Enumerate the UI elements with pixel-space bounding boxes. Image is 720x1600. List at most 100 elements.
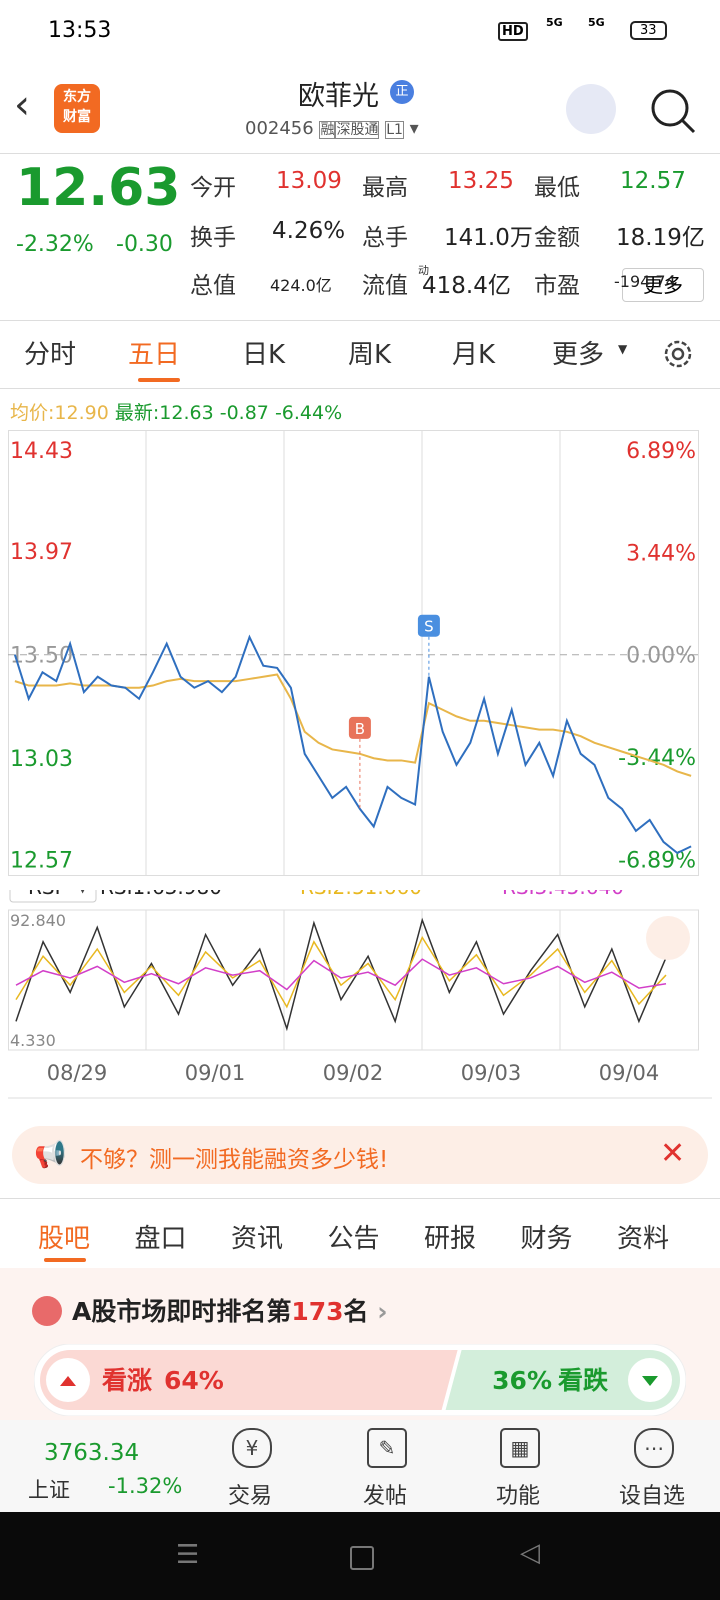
banner-icon: 📢 [34, 1140, 67, 1170]
y-tick-label: 12.57 [10, 849, 73, 874]
y2-tick-label: 0.00% [626, 644, 696, 669]
vote-bar: 看涨 64% 36% 看跌 [34, 1344, 686, 1416]
close[interactable]: ✕ [660, 1136, 686, 1171]
field-label: 总值 [190, 273, 236, 299]
back[interactable]: ‹ [14, 82, 30, 128]
pct: -6.44% [274, 402, 343, 424]
banner-text: 不够？测一测我能融资多少钱! [80, 1147, 389, 1173]
y-tick-label: 13.03 [10, 747, 73, 772]
nav-label[interactable]: 发帖 [362, 1484, 407, 1509]
legend-entry: RSI1:63.980 [100, 890, 222, 899]
rsi-line [15, 935, 667, 1009]
nav-icon[interactable]: ✎ [367, 1428, 407, 1468]
divider [0, 320, 720, 321]
x-tick-label: 09/01 [185, 1061, 246, 1085]
field-label: 流值 [362, 273, 408, 299]
price: 12.63 [16, 158, 181, 218]
dropdown: ▼ [618, 342, 628, 356]
field-value: -194.74 [614, 272, 676, 291]
nav-label[interactable]: 功能 [495, 1484, 540, 1509]
index-pct: -1.32% [108, 1474, 183, 1498]
code: 002456 融深股通 L1 ▾ [245, 118, 419, 139]
avg-label: 均价: [10, 402, 55, 424]
nav-label[interactable]: 交易 [227, 1484, 272, 1509]
nav-label[interactable]: 设自选 [618, 1484, 685, 1509]
rsi-name: RSI [28, 890, 61, 899]
last-label: 最新: [114, 402, 160, 424]
tab-indicator [138, 378, 180, 382]
y2-tick-label: -3.44% [618, 746, 696, 771]
more-button[interactable]: 更多 [622, 268, 704, 302]
rsi-select[interactable] [9, 890, 97, 903]
tab[interactable]: 五日 [128, 340, 181, 370]
field-value: 18.19亿 [616, 225, 705, 251]
stock-name: 欧菲光 [298, 81, 379, 112]
tab[interactable]: 日K [242, 340, 286, 370]
plot-frame [8, 430, 699, 876]
subtab[interactable]: 公告 [327, 1224, 380, 1254]
back-key[interactable]: ◁ [520, 1538, 540, 1568]
index-name: 上证 [28, 1478, 70, 1502]
subtab[interactable]: 研报 [424, 1224, 477, 1254]
y-tick-label: 92.840 [10, 911, 66, 930]
field-value: 141.0万 [444, 225, 533, 251]
badge: 正 [390, 80, 414, 104]
tab[interactable]: 周K [348, 340, 392, 370]
subtab-indicator [44, 1258, 86, 1262]
subtab[interactable]: 资料 [617, 1224, 670, 1254]
field-label: 今开 [190, 175, 236, 201]
system-bar [0, 1512, 720, 1600]
tab[interactable]: 月K [452, 340, 496, 370]
price-line [13, 634, 692, 855]
divider [0, 1198, 720, 1199]
rsi-line [15, 958, 667, 991]
hd: HD [498, 22, 528, 41]
nav-icon[interactable]: ⋯ [634, 1428, 674, 1468]
assistant[interactable] [566, 84, 616, 134]
field-value: 424.0亿 [270, 276, 332, 295]
down-bar [445, 1350, 680, 1410]
nav-icon[interactable]: ¥ [232, 1428, 272, 1468]
settings[interactable] [660, 336, 696, 372]
y2-tick-label: 3.44% [626, 541, 696, 566]
down-arrow [642, 1376, 658, 1386]
field-label: 市盈 [534, 273, 580, 299]
rank-suffix: 名 [343, 1297, 369, 1326]
net: 5G [588, 16, 605, 29]
menu-key[interactable]: ☰ [176, 1540, 200, 1570]
last: 12.63 [159, 402, 214, 424]
rsi-line [15, 917, 667, 1032]
rank-num: 173 [291, 1297, 344, 1326]
subtab[interactable]: 股吧 [38, 1224, 91, 1254]
logo-text: 财富 [63, 109, 91, 125]
legend: 均价:12.90 最新:12.63 -0.87 -6.44% [10, 398, 342, 425]
logo[interactable]: 东方 财富 [54, 84, 100, 133]
tab[interactable]: 更多 [552, 340, 605, 370]
code-text: 002456 [245, 118, 314, 139]
subtab[interactable]: 盘口 [134, 1224, 187, 1254]
down-value: 36% [492, 1366, 552, 1395]
field-value: 13.09 [276, 168, 342, 194]
field-value: 12.57 [620, 168, 686, 194]
pe-sup: 动 [418, 264, 429, 277]
field-value: 418.4亿 [422, 273, 511, 299]
rsi-chart: RSI ▼ RSI1:63.980 RSI2:51.660 RSI3:45.640 92.… [8, 890, 712, 1099]
logo-text: 东方 [63, 89, 91, 105]
subtab[interactable]: 资讯 [231, 1224, 284, 1254]
net: 5G [546, 16, 563, 29]
tab[interactable]: 分时 [24, 340, 77, 370]
field-value: 4.26% [272, 218, 346, 244]
clock: 13:53 [48, 18, 112, 43]
nav-icon[interactable]: ▦ [500, 1428, 540, 1468]
rank-prefix: A股市场即时排名第 [72, 1297, 292, 1326]
field-label: 最低 [534, 175, 580, 201]
marker-label: S [424, 618, 434, 636]
expand[interactable] [646, 916, 690, 960]
up-label: 看涨 [102, 1366, 152, 1395]
subtab[interactable]: 财务 [520, 1224, 573, 1254]
banner[interactable] [12, 1126, 708, 1184]
home-key[interactable] [350, 1546, 374, 1570]
search[interactable] [648, 86, 698, 136]
x-tick-label: 09/03 [461, 1061, 522, 1085]
